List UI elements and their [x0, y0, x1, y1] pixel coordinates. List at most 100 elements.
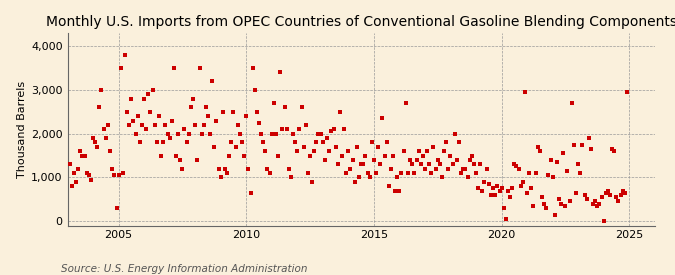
Point [466, 153, 477, 158]
Point [83, 173, 94, 177]
Point [184, 131, 194, 136]
Point [300, 123, 311, 127]
Point [575, 171, 586, 175]
Point [507, 186, 518, 191]
Point [232, 123, 243, 127]
Point [547, 175, 558, 180]
Point [603, 188, 614, 193]
Point [485, 193, 496, 197]
Point [354, 175, 364, 180]
Point [505, 195, 516, 199]
Point [236, 140, 247, 145]
Point [311, 140, 322, 145]
Point [304, 153, 315, 158]
Point [153, 114, 164, 118]
Point [64, 162, 75, 166]
Point [169, 66, 180, 70]
Point [581, 197, 592, 202]
Point [483, 182, 494, 186]
Point [609, 149, 620, 153]
Point [352, 145, 362, 149]
Point [267, 131, 277, 136]
Point [122, 109, 132, 114]
Point [560, 204, 571, 208]
Point [568, 142, 579, 147]
Point [415, 162, 426, 166]
Point [234, 131, 245, 136]
Point [345, 166, 356, 171]
Point [356, 162, 367, 166]
Point [322, 136, 333, 140]
Point [105, 149, 115, 153]
Point [313, 131, 324, 136]
Point [490, 193, 501, 197]
Point [475, 162, 486, 166]
Point [616, 193, 626, 197]
Point [551, 160, 562, 164]
Point [577, 142, 588, 147]
Point [537, 195, 547, 199]
Point [179, 127, 190, 131]
Point [435, 162, 446, 166]
Point [441, 140, 452, 145]
Point [611, 195, 622, 199]
Point [447, 162, 458, 166]
Point [243, 166, 254, 171]
Point [273, 153, 284, 158]
Point [398, 149, 409, 153]
Point [394, 188, 405, 193]
Point [109, 173, 119, 177]
Point [350, 180, 360, 184]
Point [392, 175, 403, 180]
Point [186, 105, 196, 109]
Point [70, 180, 81, 184]
Point [452, 158, 462, 162]
Point [520, 90, 531, 94]
Point [564, 199, 575, 204]
Point [292, 149, 302, 153]
Point [286, 175, 296, 180]
Point [306, 180, 317, 184]
Point [413, 149, 424, 153]
Point [468, 162, 479, 166]
Point [558, 151, 569, 155]
Point [143, 92, 154, 97]
Point [541, 206, 551, 210]
Point [271, 131, 281, 136]
Point [462, 175, 473, 180]
Point [247, 66, 258, 70]
Point [101, 136, 111, 140]
Point [245, 191, 256, 195]
Point [556, 201, 566, 206]
Point [151, 140, 162, 145]
Point [330, 145, 341, 149]
Point [173, 131, 184, 136]
Point [607, 147, 618, 151]
Point [130, 131, 141, 136]
Point [221, 171, 232, 175]
Point [587, 201, 598, 206]
Point [472, 186, 483, 191]
Point [458, 166, 468, 171]
Point [79, 153, 90, 158]
Point [528, 204, 539, 208]
Point [613, 199, 624, 204]
Point [132, 114, 143, 118]
Point [241, 114, 252, 118]
Point [545, 158, 556, 162]
Point [260, 149, 271, 153]
Point [439, 149, 450, 153]
Point [207, 79, 217, 83]
Point [294, 127, 304, 131]
Point [570, 191, 581, 195]
Point [585, 147, 596, 151]
Point [328, 127, 339, 131]
Point [594, 201, 605, 206]
Point [96, 88, 107, 92]
Text: Source: U.S. Energy Information Administration: Source: U.S. Energy Information Administ… [61, 264, 307, 274]
Point [598, 219, 609, 223]
Point [454, 140, 464, 145]
Point [477, 188, 488, 193]
Point [171, 153, 182, 158]
Point [162, 131, 173, 136]
